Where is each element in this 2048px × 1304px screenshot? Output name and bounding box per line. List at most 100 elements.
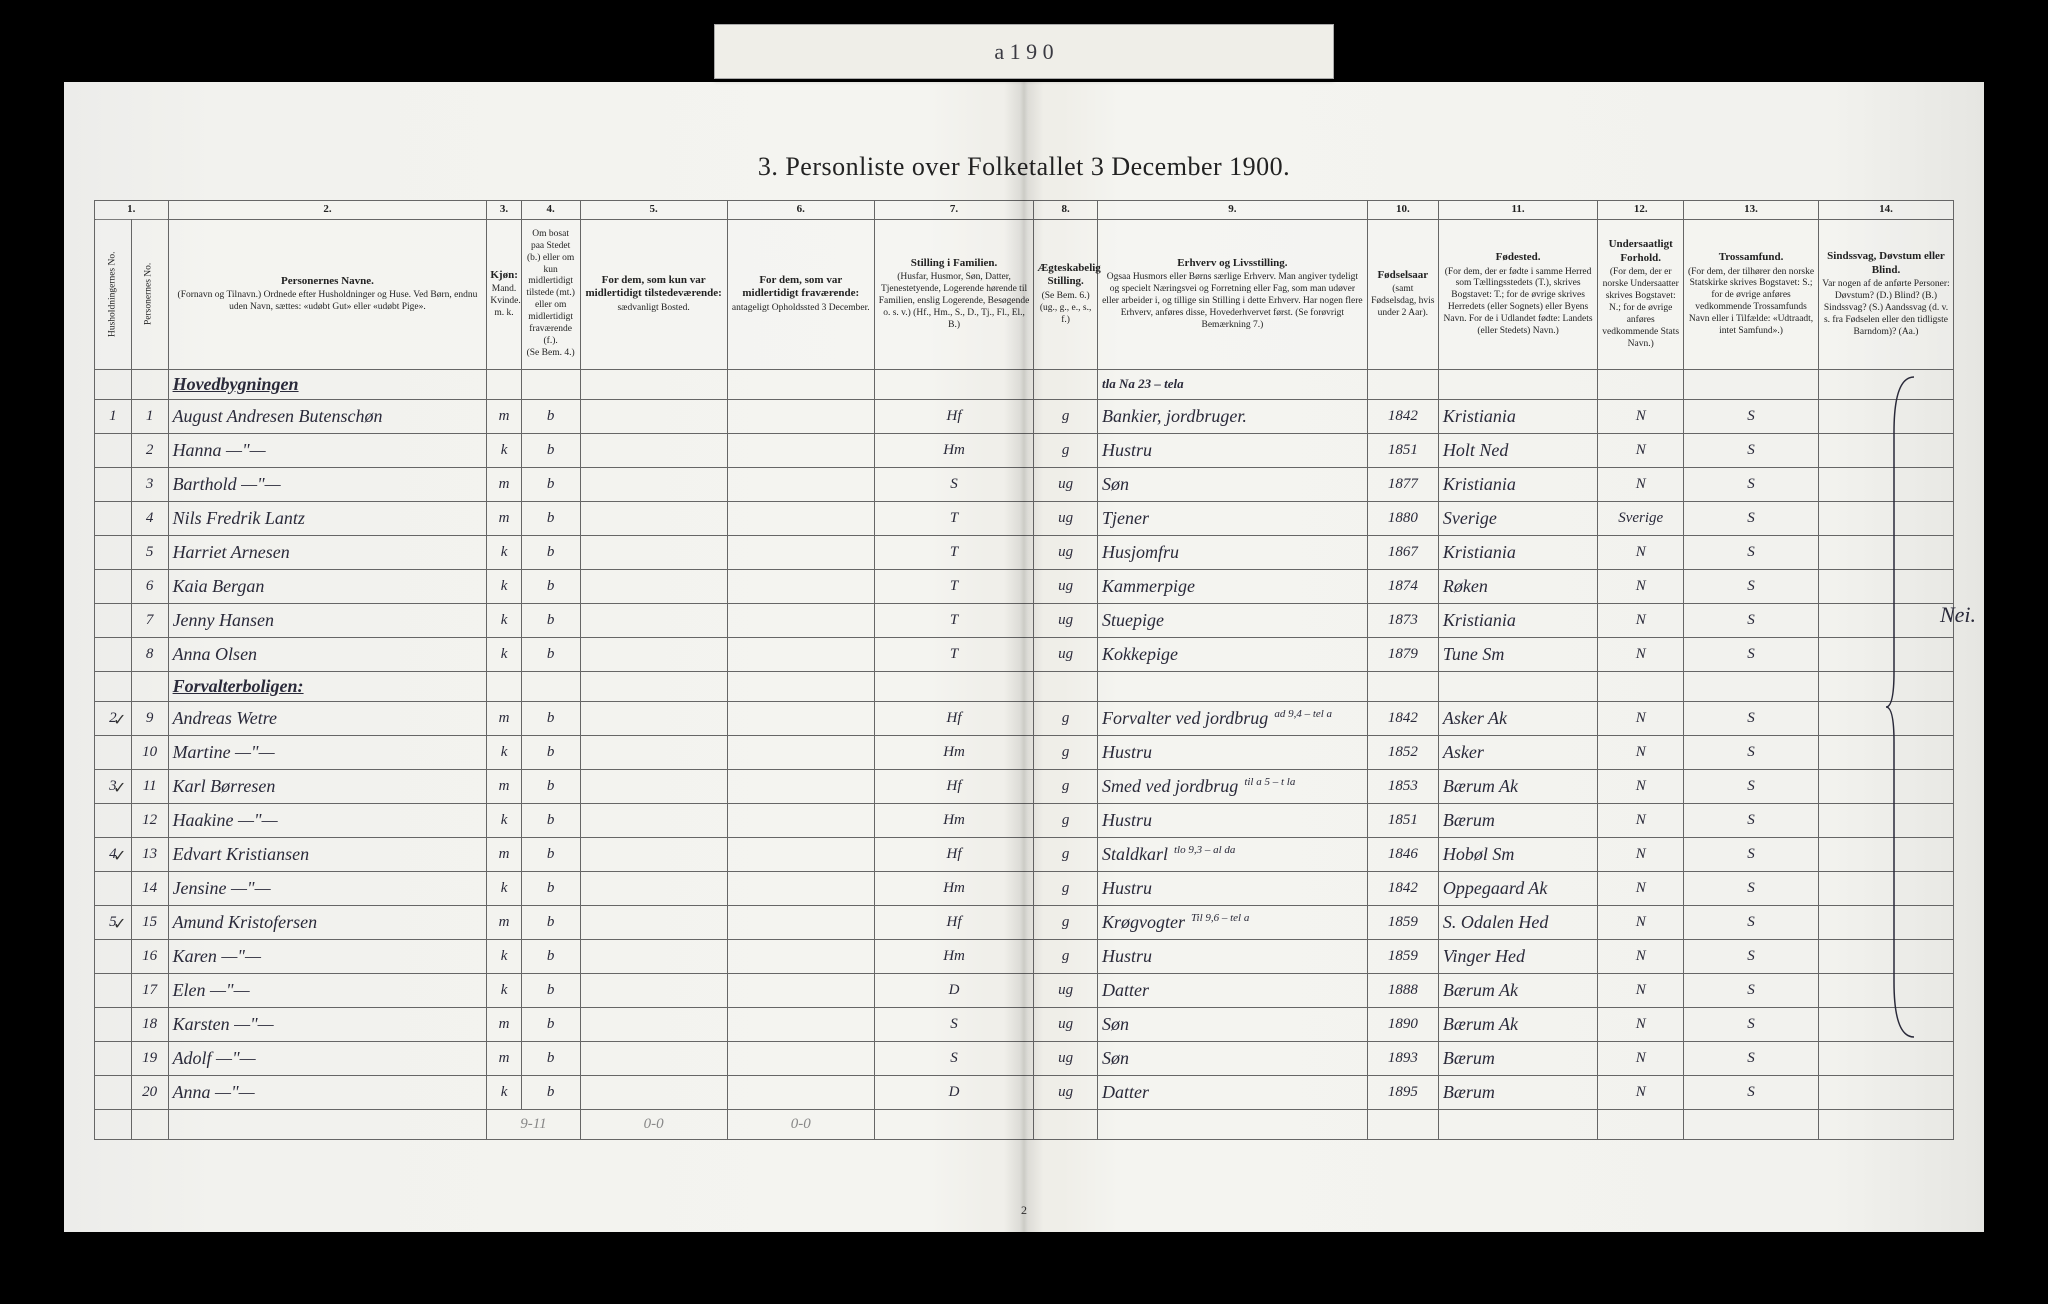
table-row: Hovedbygningentla Na 23 – tela	[95, 369, 1954, 399]
cell-temp-absent	[727, 803, 874, 837]
colnum-1: 1.	[95, 201, 169, 220]
table-row: 6Kaia BergankbTugKammerpige1874RøkenNS	[95, 569, 1954, 603]
cell-sex: m	[487, 399, 521, 433]
cell-person-no: 11	[131, 769, 168, 803]
cell-temp-absent	[727, 701, 874, 735]
cell-household-no	[95, 939, 132, 973]
page-number: 2	[1021, 1203, 1027, 1218]
table-row: 8Anna OlsenkbTugKokkepige1879Tune SmNS	[95, 637, 1954, 671]
cell-marital: g	[1034, 871, 1098, 905]
cell-birthyear: 1890	[1367, 1007, 1438, 1041]
colnum-7: 7.	[874, 201, 1033, 220]
cell-occupation: Søn	[1098, 1041, 1368, 1075]
cell-infirmity	[1818, 501, 1953, 535]
cell-marital: ug	[1034, 501, 1098, 535]
cell-residence: b	[521, 735, 580, 769]
head-birthyear: Fødselsaar(samt Fødselsdag, hvis under 2…	[1367, 219, 1438, 369]
cell-residence: b	[521, 433, 580, 467]
cell-infirmity	[1818, 837, 1953, 871]
cell-temp-present	[580, 535, 727, 569]
cell-birthyear: 1879	[1367, 637, 1438, 671]
cell-religion: S	[1684, 399, 1819, 433]
cell-infirmity	[1818, 701, 1953, 735]
cell-sex: m	[487, 769, 521, 803]
cell-infirmity	[1818, 637, 1953, 671]
cell-sex: k	[487, 973, 521, 1007]
cell-residence: b	[521, 1075, 580, 1109]
cell-temp-absent	[727, 569, 874, 603]
cell-birthplace: Bærum	[1438, 1075, 1597, 1109]
cell-infirmity	[1818, 1007, 1953, 1041]
cell-family-pos: D	[874, 1075, 1033, 1109]
cell-family-pos: T	[874, 637, 1033, 671]
cell-name: Nils Fredrik Lantz	[168, 501, 487, 535]
cell-person-no: 1	[131, 399, 168, 433]
cell-residence: b	[521, 973, 580, 1007]
cell-marital: ug	[1034, 603, 1098, 637]
cell-occupation: Hustru	[1098, 735, 1368, 769]
cell-marital: ug	[1034, 467, 1098, 501]
cell-household-no: 1	[95, 399, 132, 433]
cell-birthplace: Bærum	[1438, 803, 1597, 837]
cell-birthplace: Asker	[1438, 735, 1597, 769]
cell-person-no: 7	[131, 603, 168, 637]
cell-birthyear: 1880	[1367, 501, 1438, 535]
table-row: 5Harriet ArnesenkbTugHusjomfru1867Kristi…	[95, 535, 1954, 569]
colnum-12: 12.	[1598, 201, 1684, 220]
cell-birthyear: 1895	[1367, 1075, 1438, 1109]
cell-sex: m	[487, 467, 521, 501]
cell-family-pos: Hm	[874, 871, 1033, 905]
cell-nationality: N	[1598, 837, 1684, 871]
cell-nationality: N	[1598, 735, 1684, 769]
cell-family-pos: Hf	[874, 769, 1033, 803]
cell-birthyear: 1853	[1367, 769, 1438, 803]
cell-occupation: Smed ved jordbrugtil a 5 – t la	[1098, 769, 1368, 803]
cell-temp-present	[580, 637, 727, 671]
cell-household-no: ✓3	[95, 769, 132, 803]
cell-name: Edvart Kristiansen	[168, 837, 487, 871]
colnum-5: 5.	[580, 201, 727, 220]
cell-birthplace: Hobøl Sm	[1438, 837, 1597, 871]
cell-temp-absent	[727, 433, 874, 467]
cell-occupation: Datter	[1098, 973, 1368, 1007]
cell-name: Jenny Hansen	[168, 603, 487, 637]
table-row: 10Martine —"—kbHmgHustru1852AskerNS	[95, 735, 1954, 769]
cell-birthplace: Kristiania	[1438, 467, 1597, 501]
cell-household-no	[95, 433, 132, 467]
table-row: 12Haakine —"—kbHmgHustru1851BærumNS	[95, 803, 1954, 837]
cell-name: Amund Kristofersen	[168, 905, 487, 939]
cell-temp-absent	[727, 1007, 874, 1041]
cell-family-pos: S	[874, 467, 1033, 501]
head-household-no: Husholdningernes No.	[95, 219, 132, 369]
cell-household-no: ✓4	[95, 837, 132, 871]
cell-occupation: Hustru	[1098, 871, 1368, 905]
cell-religion: S	[1684, 637, 1819, 671]
cell-person-no: 13	[131, 837, 168, 871]
cell-temp-absent	[727, 399, 874, 433]
cell-residence: b	[521, 837, 580, 871]
ledger-page: 3. Personliste over Folketallet 3 Decemb…	[64, 82, 1984, 1232]
cell-occupation: Stuepige	[1098, 603, 1368, 637]
cell-marital: ug	[1034, 1075, 1098, 1109]
cell-sex: k	[487, 1075, 521, 1109]
cell-residence: b	[521, 905, 580, 939]
cell-religion: S	[1684, 569, 1819, 603]
colnum-9: 9.	[1098, 201, 1368, 220]
cell-religion: S	[1684, 973, 1819, 1007]
head-marital: Ægteskabelig Stilling.(Se Bem. 6.) (ug.,…	[1034, 219, 1098, 369]
cell-nationality: N	[1598, 603, 1684, 637]
cell-temp-present	[580, 1007, 727, 1041]
cell-temp-absent	[727, 467, 874, 501]
cell-birthyear: 1874	[1367, 569, 1438, 603]
cell-name: August Andresen Butenschøn	[168, 399, 487, 433]
cell-sex: k	[487, 433, 521, 467]
cell-marital: ug	[1034, 637, 1098, 671]
cell-person-no: 9	[131, 701, 168, 735]
cell-birthyear: 1851	[1367, 803, 1438, 837]
cell-occupation: Staldkarltlo 9,3 – al da	[1098, 837, 1368, 871]
cell-person-no: 6	[131, 569, 168, 603]
cell-household-no	[95, 1075, 132, 1109]
cell-marital: g	[1034, 769, 1098, 803]
cell-birthyear: 1842	[1367, 399, 1438, 433]
cell-nationality: N	[1598, 1007, 1684, 1041]
